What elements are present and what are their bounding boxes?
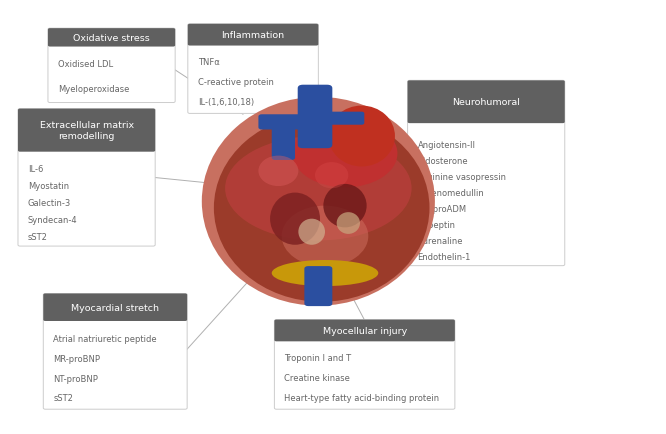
FancyBboxPatch shape	[298, 85, 332, 149]
Ellipse shape	[270, 193, 320, 245]
FancyBboxPatch shape	[48, 29, 175, 103]
FancyBboxPatch shape	[48, 29, 175, 47]
FancyBboxPatch shape	[188, 25, 318, 114]
Ellipse shape	[292, 120, 398, 188]
Text: Angiotensin-II: Angiotensin-II	[418, 140, 476, 149]
Text: IL-(1,6,10,18): IL-(1,6,10,18)	[198, 98, 254, 107]
Text: Neurohumoral: Neurohumoral	[452, 98, 520, 107]
Text: IL-6: IL-6	[28, 164, 43, 174]
Text: Adrenaline: Adrenaline	[418, 236, 463, 245]
Text: sST2: sST2	[28, 232, 48, 241]
Ellipse shape	[214, 115, 430, 302]
Text: TNFα: TNFα	[198, 58, 220, 66]
Text: MR-proADM: MR-proADM	[418, 204, 467, 213]
Ellipse shape	[258, 156, 298, 187]
FancyBboxPatch shape	[188, 25, 318, 46]
Text: Troponin I and T: Troponin I and T	[284, 353, 352, 362]
Text: Galectin-3: Galectin-3	[28, 198, 71, 207]
Text: Adrenomedullin: Adrenomedullin	[418, 188, 484, 197]
Ellipse shape	[328, 106, 395, 167]
Text: Extracellular matrix
remodelling: Extracellular matrix remodelling	[39, 121, 134, 141]
FancyBboxPatch shape	[18, 109, 155, 152]
Ellipse shape	[337, 213, 360, 234]
Text: Atrial natriuretic peptide: Atrial natriuretic peptide	[53, 334, 157, 343]
FancyBboxPatch shape	[274, 320, 455, 409]
Text: Myeloperoxidase: Myeloperoxidase	[58, 85, 129, 94]
Text: Myostatin: Myostatin	[28, 181, 69, 191]
Text: Endothelin-1: Endothelin-1	[418, 252, 471, 261]
Text: Creatine kinase: Creatine kinase	[284, 373, 350, 382]
Text: Heart-type fatty acid-binding protein: Heart-type fatty acid-binding protein	[284, 393, 440, 402]
FancyBboxPatch shape	[43, 294, 187, 409]
Text: sST2: sST2	[53, 394, 73, 403]
Ellipse shape	[324, 184, 367, 228]
FancyBboxPatch shape	[272, 117, 295, 161]
Bar	[410, 105, 563, 122]
Text: Arginine vasopressin: Arginine vasopressin	[418, 172, 505, 181]
Text: Syndecan-4: Syndecan-4	[28, 215, 78, 224]
Text: NT-proBNP: NT-proBNP	[53, 374, 98, 383]
Ellipse shape	[272, 260, 378, 286]
Ellipse shape	[225, 137, 412, 241]
Text: C-reactive protein: C-reactive protein	[198, 78, 274, 87]
FancyBboxPatch shape	[18, 109, 155, 247]
FancyBboxPatch shape	[258, 115, 312, 130]
Bar	[50, 39, 173, 46]
Ellipse shape	[315, 163, 348, 189]
FancyBboxPatch shape	[304, 266, 332, 306]
Bar	[190, 36, 316, 45]
FancyBboxPatch shape	[274, 320, 455, 342]
Text: Myocellular injury: Myocellular injury	[322, 326, 407, 335]
Ellipse shape	[298, 219, 325, 245]
FancyBboxPatch shape	[322, 112, 364, 125]
Ellipse shape	[202, 98, 435, 306]
Text: Oxidised LDL: Oxidised LDL	[58, 60, 113, 69]
Text: Inflammation: Inflammation	[222, 31, 284, 40]
FancyBboxPatch shape	[408, 81, 565, 266]
Text: MR-proBNP: MR-proBNP	[53, 354, 101, 363]
Text: Aldosterone: Aldosterone	[418, 156, 468, 165]
Text: Myocardial stretch: Myocardial stretch	[71, 303, 159, 312]
FancyBboxPatch shape	[43, 294, 187, 321]
Bar	[45, 309, 185, 320]
Text: Copeptin: Copeptin	[418, 220, 456, 229]
Bar	[20, 133, 153, 151]
Bar	[276, 332, 453, 340]
Ellipse shape	[282, 206, 368, 267]
Text: Oxidative stress: Oxidative stress	[73, 34, 150, 43]
FancyBboxPatch shape	[408, 81, 565, 124]
